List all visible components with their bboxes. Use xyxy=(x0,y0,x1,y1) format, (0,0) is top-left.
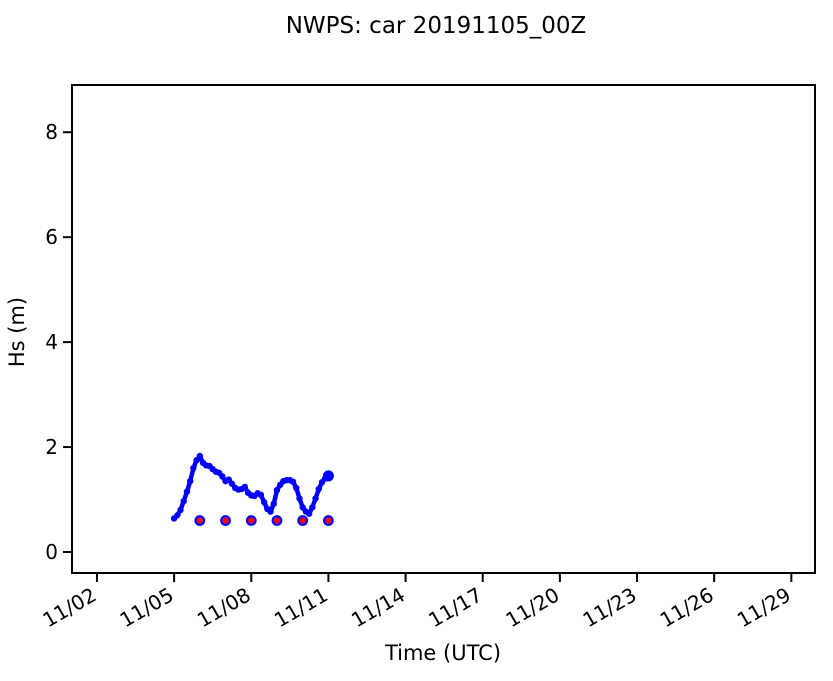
hs-forecast-end-marker xyxy=(322,470,334,482)
daily-red-dot xyxy=(323,515,334,526)
hs-forecast-point xyxy=(309,504,316,511)
y-tick-label: 0 xyxy=(45,540,58,564)
hs-forecast-point xyxy=(289,478,297,485)
hs-forecast-point xyxy=(219,473,226,480)
y-tick-label: 2 xyxy=(45,435,58,459)
x-tick-label: 11/05 xyxy=(116,583,178,633)
axes-layer: 0 2 4 6 8 11/02 11/05 11/08 11/11 11/14 11/17 11/20… xyxy=(39,84,816,633)
hs-forecast-point xyxy=(296,495,303,502)
hs-forecast-point xyxy=(273,486,281,494)
hs-forecast-point xyxy=(186,477,194,485)
hs-forecast-point xyxy=(315,485,322,493)
hs-forecast-point xyxy=(190,464,197,472)
hs-forecast-point xyxy=(257,491,265,499)
hs-forecast-point xyxy=(177,506,184,514)
hs-forecast-point xyxy=(196,452,204,460)
y-tick-label: 4 xyxy=(45,330,58,354)
x-tick-label: 11/20 xyxy=(501,583,563,633)
hs-forecast-point xyxy=(183,488,191,495)
hs-forecast-point xyxy=(293,484,300,492)
hs-forecast-point xyxy=(267,508,274,515)
series-layer xyxy=(170,452,334,526)
daily-red-dot xyxy=(297,515,309,526)
hs-forecast-point xyxy=(312,495,319,502)
hs-forecast-point xyxy=(241,483,249,491)
hs-forecast-point xyxy=(305,510,313,517)
x-tick-label: 11/14 xyxy=(347,583,409,633)
x-tick-label: 11/08 xyxy=(193,583,255,633)
hs-forecast-point xyxy=(174,512,181,519)
daily-red-dot xyxy=(271,515,283,526)
y-tick-label: 6 xyxy=(45,225,58,249)
x-tick-label: 11/29 xyxy=(733,583,795,633)
y-tick-label: 8 xyxy=(45,120,58,144)
x-axis-label: Time (UTC) xyxy=(384,641,501,665)
daily-red-dot xyxy=(194,515,206,526)
axes-frame xyxy=(71,84,816,574)
daily-red-dot xyxy=(245,515,257,526)
daily-red-dot xyxy=(220,515,231,526)
x-tick-label: 11/02 xyxy=(39,583,101,633)
x-tick-label: 11/17 xyxy=(424,583,486,633)
x-tick-label: 11/11 xyxy=(270,583,332,633)
chart-title: NWPS: car 20191105_00Z xyxy=(286,13,587,39)
x-tick-label: 11/26 xyxy=(656,583,718,633)
x-tick-label: 11/23 xyxy=(579,583,641,633)
hs-forecast-point xyxy=(260,498,268,506)
hs-forecast-point xyxy=(270,500,277,507)
y-axis-label: Hs (m) xyxy=(5,297,29,367)
hs-forecast-point xyxy=(180,497,187,505)
